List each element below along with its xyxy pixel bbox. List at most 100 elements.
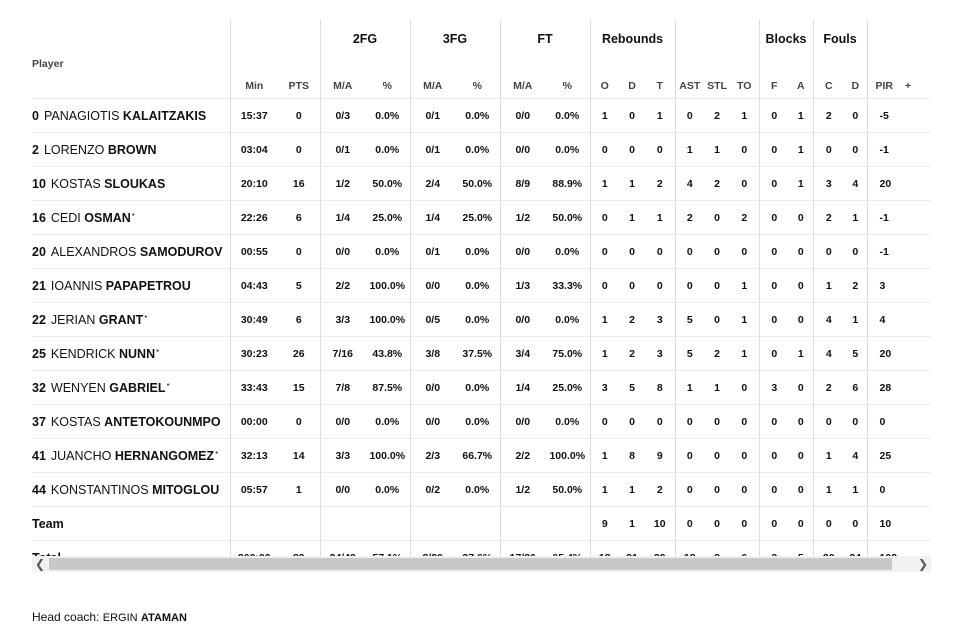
stat-foul-d: 0 — [844, 404, 868, 439]
player-row[interactable]: 22 JERIAN GRANT* 30:49 6 3/3 100.0% 0/5 0.0% 0/0… — [32, 302, 931, 337]
stat-reb-d: 0 — [619, 268, 645, 303]
column-header-foul-c[interactable]: C — [812, 46, 845, 99]
player-name-cell[interactable]: 44 KONSTANTINOS MITOGLOU — [32, 472, 230, 507]
player-row[interactable]: 2 LORENZO BROWN 03:04 0 0/1 0.0% 0/1 0.0% 0/0 0.0… — [32, 132, 931, 167]
player-row[interactable]: 44 KONSTANTINOS MITOGLOU 05:57 1 0/0 0.0% 0/2 0… — [32, 472, 931, 507]
stat-blk-a: 0 — [789, 472, 814, 507]
player-row[interactable]: 16 CEDI OSMAN* 22:26 6 1/4 25.0% 1/4 25.0% 1/2 50… — [32, 200, 931, 235]
stat-blk-f: 0 — [758, 268, 790, 303]
column-header-blk-a[interactable]: A — [789, 46, 814, 99]
stat-reb-d: 1 — [619, 472, 645, 507]
player-name-cell[interactable]: 0 PANAGIOTIS KALAITZAKIS — [32, 98, 230, 133]
stat-pts: 0 — [278, 404, 320, 439]
column-header-pts[interactable]: PTS — [278, 46, 320, 99]
stat-ft-ma: 2/2 — [499, 438, 545, 473]
player-name-cell[interactable]: 37 KOSTAS ANTETOKOUNMPO — [32, 404, 230, 439]
column-header-player[interactable]: Player — [32, 46, 230, 99]
stat-fg2-pct: 100.0% — [365, 302, 410, 337]
horizontal-scrollbar[interactable]: ❮ ❯ — [32, 556, 931, 572]
column-header-reb-d[interactable]: D — [619, 46, 645, 99]
stat-to: 1 — [730, 336, 760, 371]
column-header-reb-o[interactable]: O — [589, 46, 619, 99]
column-header-stl[interactable]: STL — [704, 46, 730, 99]
stat-plus-minus — [901, 132, 931, 167]
player-name-cell[interactable]: 10 KOSTAS SLOUKAS — [32, 166, 230, 201]
column-header-ast[interactable]: AST — [674, 46, 704, 99]
stat-to: 0 — [730, 132, 760, 167]
stat-reb-t: 0 — [645, 268, 675, 303]
boxscore-table-container[interactable]: 2FG 3FG FT Rebounds Blocks Fouls Player … — [32, 20, 931, 572]
stat-foul-c: 2 — [812, 200, 845, 235]
player-name-cell[interactable]: 32 WENYEN GABRIEL* — [32, 370, 230, 405]
stat-blk-f: 0 — [758, 302, 790, 337]
player-name-cell[interactable]: 21 IOANNIS PAPAPETROU — [32, 268, 230, 303]
stat-pts: 15 — [278, 370, 320, 405]
stat-plus-minus — [901, 200, 931, 235]
column-header-3fg-pct[interactable]: % — [455, 46, 500, 99]
stat-reb-t: 1 — [645, 200, 675, 235]
chevron-left-icon[interactable]: ❮ — [34, 557, 46, 571]
chevron-right-icon[interactable]: ❯ — [917, 557, 929, 571]
stat-blk-f: 0 — [758, 472, 790, 507]
stat-fg3-pct: 0.0% — [455, 98, 500, 133]
stat-fg2-pct: 43.8% — [365, 336, 410, 371]
stat-to: 2 — [730, 200, 760, 235]
stat-fg2-ma: 0/1 — [319, 132, 365, 167]
stat-pts: 1 — [278, 472, 320, 507]
stat-reb-t: 3 — [645, 336, 675, 371]
column-header-ft-ma[interactable]: M/A — [499, 46, 545, 99]
player-row[interactable]: 25 KENDRICK NUNN* 30:23 26 7/16 43.8% 3/8 37.5%… — [32, 336, 931, 371]
stat-fg3-pct — [455, 506, 500, 541]
stat-ast: 0 — [674, 98, 704, 133]
column-header-reb-t[interactable]: T — [645, 46, 675, 99]
player-name-cell[interactable]: 25 KENDRICK NUNN* — [32, 336, 230, 371]
player-row[interactable]: 32 WENYEN GABRIEL* 33:43 15 7/8 87.5% 0/0 0.0% 1… — [32, 370, 931, 405]
player-first-name: PANAGIOTIS — [43, 108, 120, 123]
column-header-ft-pct[interactable]: % — [545, 46, 590, 99]
column-header-2fg-pct[interactable]: % — [365, 46, 410, 99]
stat-reb-o: 1 — [589, 302, 619, 337]
column-header-plus-minus[interactable]: + — [901, 46, 931, 99]
stat-pir: 20 — [866, 336, 902, 371]
scrollbar-thumb[interactable] — [49, 558, 892, 570]
player-row[interactable]: 41 JUANCHO HERNANGOMEZ* 32:13 14 3/3 100.0% 2/… — [32, 438, 931, 473]
player-first-name: IOANNIS — [50, 278, 103, 293]
stat-ft-ma: 1/2 — [499, 200, 545, 235]
column-header-pir[interactable]: PIR — [866, 46, 902, 99]
stat-pir: -1 — [866, 234, 902, 269]
starter-marker: * — [144, 313, 148, 323]
column-header-blk-f[interactable]: F — [758, 46, 790, 99]
column-header-2fg-ma[interactable]: M/A — [319, 46, 365, 99]
player-name-cell[interactable]: 41 JUANCHO HERNANGOMEZ* — [32, 438, 230, 473]
stat-pir: -1 — [866, 200, 902, 235]
player-name-cell[interactable]: 16 CEDI OSMAN* — [32, 200, 230, 235]
column-header-3fg-ma[interactable]: M/A — [409, 46, 455, 99]
stat-fg3-ma: 3/8 — [409, 336, 455, 371]
player-row[interactable]: 10 KOSTAS SLOUKAS 20:10 16 1/2 50.0% 2/4 50.0% 8… — [32, 166, 931, 201]
player-first-name: KOSTAS — [50, 176, 101, 191]
column-header-to[interactable]: TO — [730, 46, 760, 99]
player-row[interactable]: 21 IOANNIS PAPAPETROU 04:43 5 2/2 100.0% 0/0 0.… — [32, 268, 931, 303]
stat-reb-t: 8 — [645, 370, 675, 405]
player-last-name: PAPAPETROU — [105, 278, 191, 293]
column-header-min[interactable]: Min — [229, 46, 278, 99]
player-name-cell[interactable]: 2 LORENZO BROWN — [32, 132, 230, 167]
player-row[interactable]: 37 KOSTAS ANTETOKOUNMPO 00:00 0 0/0 0.0% 0/0 0.… — [32, 404, 931, 439]
stat-fg3-pct: 0.0% — [455, 132, 500, 167]
player-first-name: WENYEN — [50, 380, 106, 395]
stat-fg2-ma: 0/0 — [319, 404, 365, 439]
stat-fg2-pct: 0.0% — [365, 404, 410, 439]
stat-ft-ma: 1/3 — [499, 268, 545, 303]
player-row[interactable]: 0 PANAGIOTIS KALAITZAKIS 15:37 0 0/3 0.0% 0/1 0… — [32, 98, 931, 133]
stat-ft-pct: 0.0% — [545, 404, 590, 439]
player-name-cell[interactable]: 22 JERIAN GRANT* — [32, 302, 230, 337]
stat-foul-d: 0 — [844, 506, 868, 541]
player-name-cell[interactable]: 20 ALEXANDROS SAMODUROV — [32, 234, 230, 269]
player-row[interactable]: 20 ALEXANDROS SAMODUROV 00:55 0 0/0 0.0% 0/1 0.… — [32, 234, 931, 269]
column-header-foul-d[interactable]: D — [844, 46, 868, 99]
stat-pts: 0 — [278, 132, 320, 167]
player-last-name: NUNN — [118, 346, 156, 361]
stat-ft-pct: 50.0% — [545, 472, 590, 507]
stat-foul-d: 4 — [844, 438, 868, 473]
